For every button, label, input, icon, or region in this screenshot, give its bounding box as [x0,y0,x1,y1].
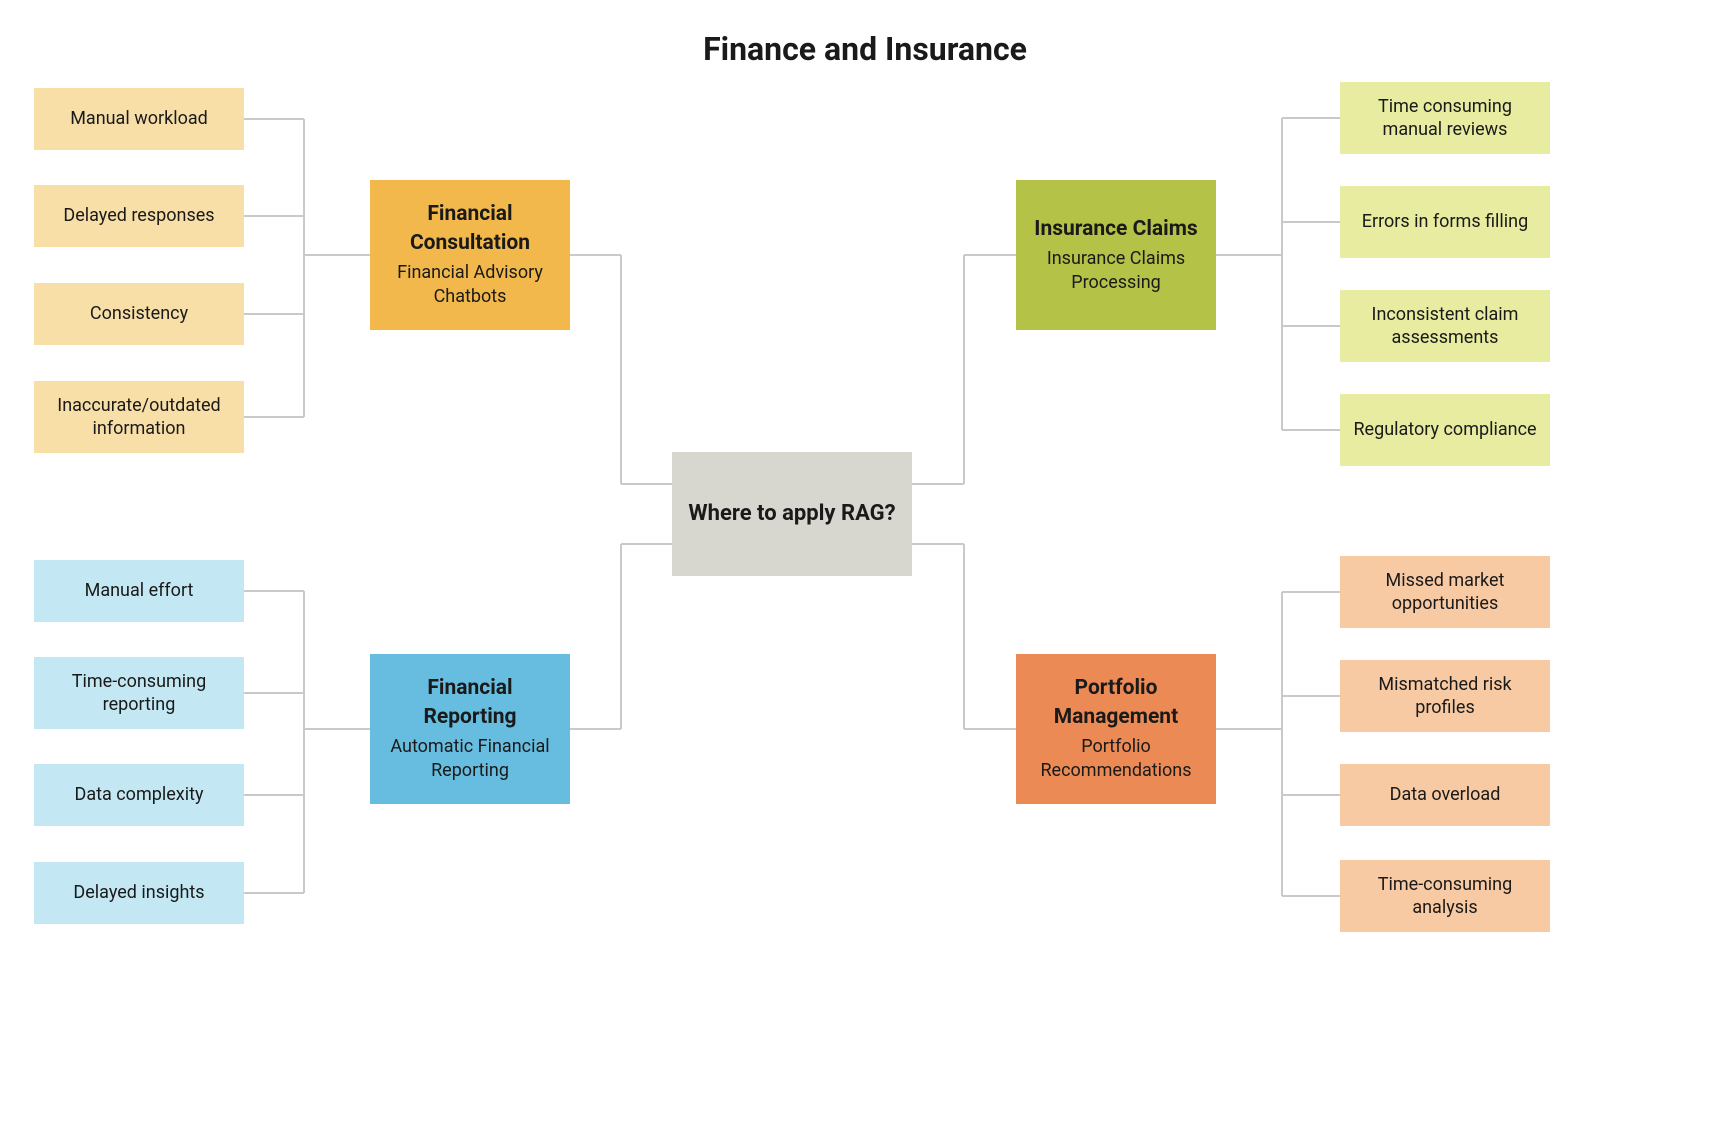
diagram-title: Finance and Insurance [0,30,1730,68]
leaf-node: Manual effort [34,560,244,622]
branch-insurance_claims: Insurance Claims Insurance Claims Process… [1016,180,1216,330]
branch-title: Financial Reporting [384,674,556,731]
leaf-node: Missed market opportunities [1340,556,1550,628]
leaf-node: Delayed responses [34,185,244,247]
leaf-node: Inconsistent claim assessments [1340,290,1550,362]
branch-subtitle: Insurance Claims Processing [1030,247,1202,296]
leaf-node: Errors in forms filling [1340,186,1550,258]
leaf-node: Consistency [34,283,244,345]
branch-subtitle: Automatic Financial Reporting [384,735,556,784]
branch-portfolio_management: Portfolio ManagementPortfolio Recommenda… [1016,654,1216,804]
leaf-node: Data complexity [34,764,244,826]
center-node-label: Where to apply RAG? [688,499,895,529]
leaf-node: Mismatched risk profiles [1340,660,1550,732]
branch-subtitle: Portfolio Recommendations [1030,735,1202,784]
branch-title: Insurance Claims [1034,215,1197,243]
leaf-node: Delayed insights [34,862,244,924]
branch-title: Portfolio Management [1030,674,1202,731]
center-node: Where to apply RAG? [672,452,912,576]
leaf-node: Time consuming manual reviews [1340,82,1550,154]
leaf-node: Time-consuming analysis [1340,860,1550,932]
branch-financial_consultation: Financial ConsultationFinancial Advisory… [370,180,570,330]
leaf-node: Regulatory compliance [1340,394,1550,466]
leaf-node: Inaccurate/outdated information [34,381,244,453]
leaf-node: Time-consuming reporting [34,657,244,729]
leaf-node: Manual workload [34,88,244,150]
branch-subtitle: Financial Advisory Chatbots [384,261,556,310]
branch-title: Financial Consultation [384,200,556,257]
leaf-node: Data overload [1340,764,1550,826]
branch-financial_reporting: Financial ReportingAutomatic Financial R… [370,654,570,804]
